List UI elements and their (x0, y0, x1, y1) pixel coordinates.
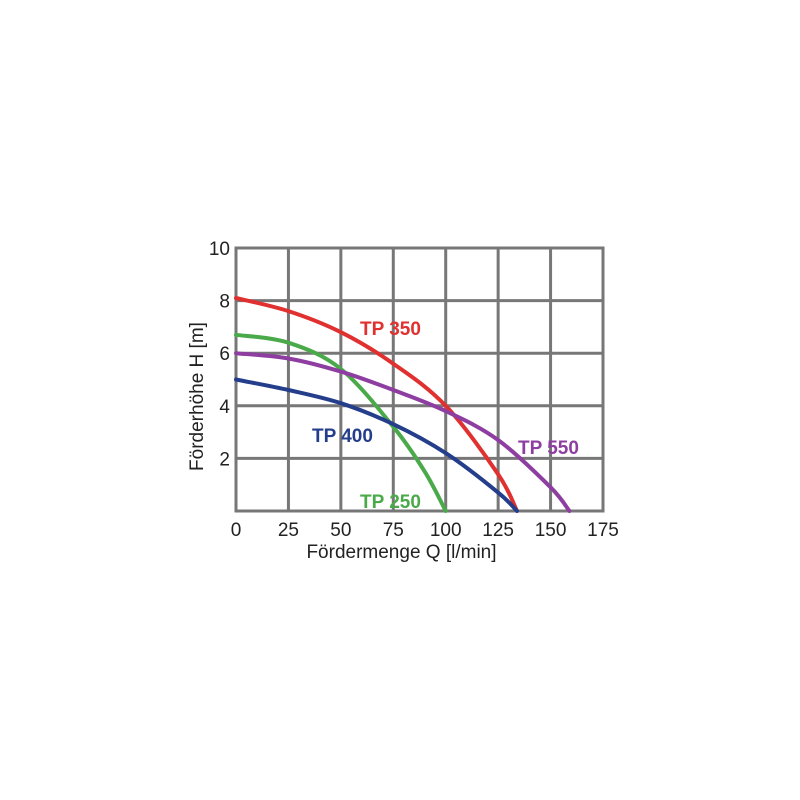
y-tick-label: 2 (219, 449, 230, 470)
y-tick-label: 10 (209, 239, 230, 260)
series-label-tp-250: TP 250 (360, 492, 421, 513)
x-tick-label: 25 (278, 520, 299, 541)
y-axis-label: Förderhöhe H [m] (187, 322, 208, 471)
plot-frame (234, 246, 605, 513)
series-labels: TP 350 TP 250 TP 400 TP 550 (312, 319, 579, 513)
x-tick-label: 150 (535, 520, 567, 541)
series-label-tp-400: TP 400 (312, 426, 373, 447)
x-tick-label: 50 (330, 520, 351, 541)
curves (234, 296, 572, 513)
y-tick-label: 8 (219, 292, 230, 313)
x-axis-label: Fördermenge Q [l/min] (306, 542, 496, 563)
y-tick-label: 6 (219, 344, 230, 365)
x-tick-label: 75 (383, 520, 404, 541)
series-label-tp-350: TP 350 (360, 319, 421, 340)
curve-tp-250 (234, 332, 448, 513)
curve-tp-550 (234, 351, 572, 513)
y-tick-label: 4 (219, 397, 230, 418)
tick-labels: 0 25 50 75 100 125 150 175 2 4 6 8 10 (209, 239, 619, 541)
x-tick-label: 125 (482, 520, 514, 541)
curve-tp-350 (234, 296, 519, 513)
x-tick-label: 0 (231, 520, 242, 541)
grid (234, 246, 605, 513)
x-tick-label: 100 (430, 520, 462, 541)
x-tick-label: 175 (587, 520, 619, 541)
series-label-tp-550: TP 550 (518, 438, 579, 459)
curve-tp-400 (234, 377, 519, 513)
